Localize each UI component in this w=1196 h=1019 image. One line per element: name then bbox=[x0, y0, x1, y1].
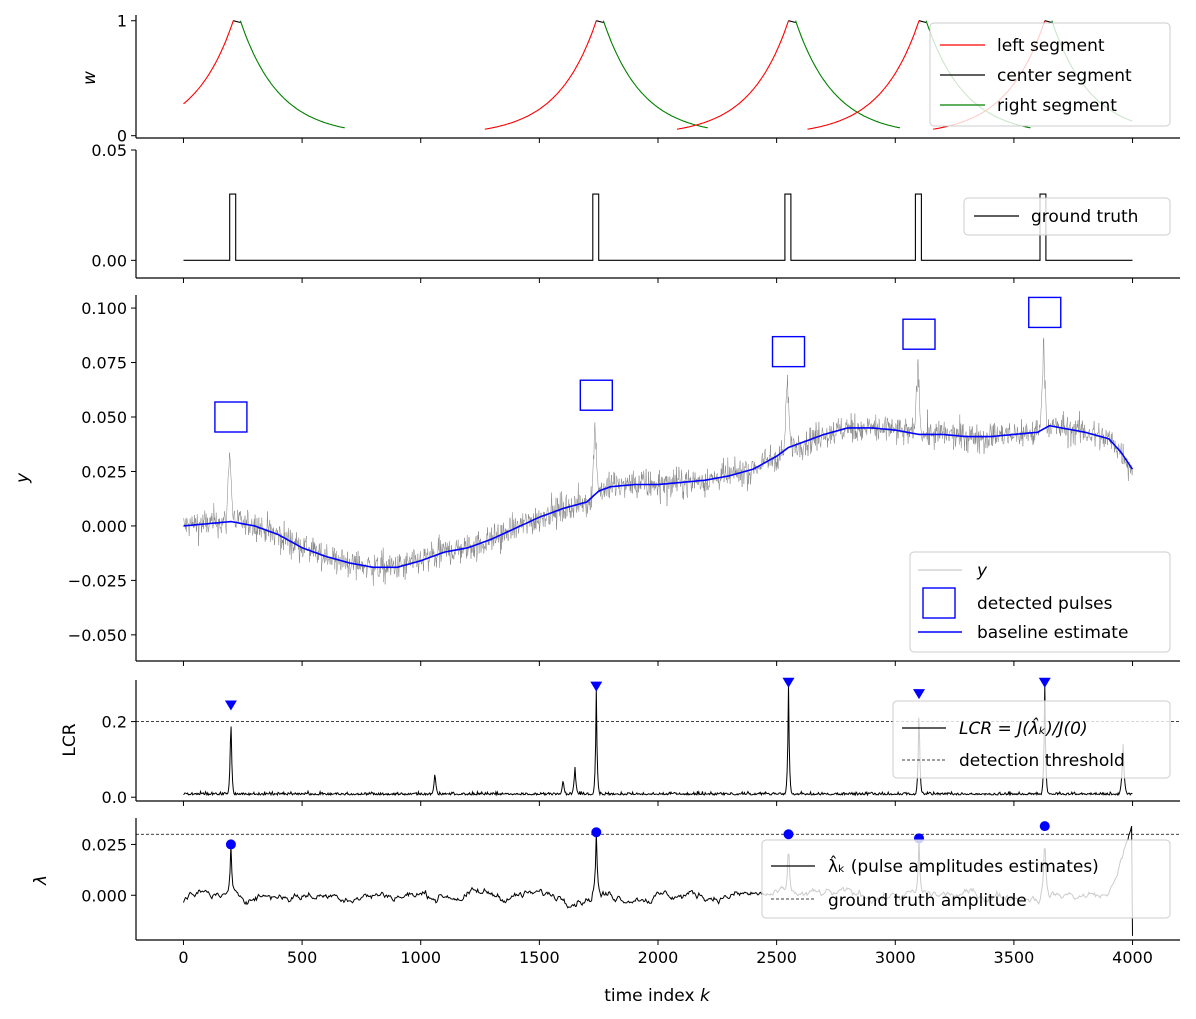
legend-lcr: LCR = J(λ̂ₖ)/J(0) detection threshold bbox=[892, 700, 1171, 779]
y-tick-label: 0.025 bbox=[81, 835, 127, 854]
legend-entry: ground truth bbox=[1031, 207, 1138, 227]
y-tick-label: 0 bbox=[117, 127, 127, 146]
legend-box bbox=[909, 551, 1171, 653]
legend-entry: LCR = J(λ̂ₖ)/J(0) bbox=[959, 716, 1088, 739]
y-tick-label: 0.000 bbox=[81, 886, 127, 905]
detected-pulse-marker bbox=[1028, 296, 1062, 329]
y-tick-label: 0.05 bbox=[91, 141, 127, 160]
lambda-peak-marker bbox=[783, 829, 794, 840]
detection-marker bbox=[1038, 677, 1051, 688]
legend-lambda: λ̂ₖ (pulse amplitudes estimates) ground t… bbox=[761, 839, 1171, 919]
signal-y-line bbox=[183, 337, 1133, 586]
legend-box bbox=[929, 22, 1171, 127]
center-segment-line bbox=[918, 20, 927, 24]
baseline-estimate-line bbox=[183, 424, 1134, 569]
center-segment-line bbox=[1044, 20, 1053, 24]
lambda-peak-marker bbox=[591, 827, 602, 838]
ylabel-y: y bbox=[13, 472, 33, 484]
y-tick-label: 0.0 bbox=[102, 788, 127, 807]
ylabel-lcr: LCR bbox=[60, 723, 80, 756]
legend-entry: y bbox=[976, 561, 988, 581]
detection-marker bbox=[782, 677, 795, 688]
left-segment-line bbox=[676, 20, 790, 130]
detection-marker bbox=[590, 681, 603, 692]
x-tick-label: 500 bbox=[287, 948, 318, 967]
right-segment-line bbox=[795, 20, 901, 129]
detected-pulse-marker bbox=[771, 335, 806, 368]
detected-pulse-marker bbox=[902, 318, 936, 350]
legend-entry: detection threshold bbox=[959, 751, 1125, 771]
panel-signal-y: 0.100 0.075 0.050 0.025 0.000 −0.025 −0.050 y … bbox=[13, 295, 1180, 666]
y-tick-label: −0.050 bbox=[68, 626, 127, 645]
legend-signal: y detected pulses baseline estimate bbox=[909, 551, 1171, 653]
left-segment-line bbox=[183, 20, 234, 105]
ylabel-lambda: λ bbox=[31, 875, 51, 886]
panel-window-segments: 0 1 w left segment center segment right seg… bbox=[80, 12, 1180, 146]
detection-marker bbox=[224, 700, 237, 711]
y-tick-label: 0.00 bbox=[91, 251, 127, 270]
x-tick-label: 2000 bbox=[638, 948, 679, 967]
y-tick-label: 0.050 bbox=[81, 408, 127, 427]
center-segment-line bbox=[233, 20, 241, 24]
y-tick-label: 0.100 bbox=[81, 299, 127, 318]
legend-segments: left segment center segment right segment bbox=[929, 22, 1171, 127]
y-tick-label: 0.075 bbox=[81, 354, 127, 373]
legend-entry: ground truth amplitude bbox=[828, 891, 1027, 911]
legend-swatch bbox=[922, 587, 956, 619]
y-tick-label: 0.2 bbox=[102, 713, 127, 732]
x-tick-label: 2500 bbox=[756, 948, 797, 967]
legend-entry: baseline estimate bbox=[977, 623, 1128, 643]
ylabel-w: w bbox=[80, 71, 100, 85]
right-segment-line bbox=[602, 20, 708, 129]
legend-entry: detected pulses bbox=[977, 594, 1113, 614]
center-segment-line bbox=[596, 20, 604, 24]
legend-ground-truth: ground truth bbox=[963, 197, 1171, 236]
x-tick-label: 1000 bbox=[400, 948, 441, 967]
detected-pulse-marker bbox=[579, 379, 614, 411]
panel-ground-truth: 0.05 0.00 ground truth bbox=[91, 141, 1180, 283]
legend-entry: center segment bbox=[997, 66, 1132, 86]
legend-entry: left segment bbox=[997, 36, 1105, 56]
legend-box bbox=[963, 197, 1171, 236]
xlabel-time-index: time index k bbox=[604, 986, 711, 1006]
y-tick-label: 1 bbox=[117, 12, 127, 31]
left-segment-line bbox=[484, 20, 597, 130]
x-tick-label: 0 bbox=[178, 948, 188, 967]
y-tick-label: −0.025 bbox=[68, 571, 127, 590]
lambda-peak-marker bbox=[1039, 821, 1050, 832]
lambda-peak-marker bbox=[225, 839, 236, 850]
x-tick-label: 3000 bbox=[875, 948, 916, 967]
left-segment-line bbox=[807, 20, 920, 130]
y-tick-label: 0.025 bbox=[81, 462, 127, 481]
legend-box bbox=[892, 700, 1171, 779]
center-segment-line bbox=[788, 20, 796, 24]
lcr-line bbox=[183, 683, 1133, 797]
x-tick-label: 3500 bbox=[994, 948, 1035, 967]
detection-marker bbox=[913, 689, 925, 700]
legend-entry: right segment bbox=[997, 96, 1117, 116]
panel-lcr: 0.2 0.0 LCR LCR = J(λ̂ₖ)/J(0) detection th… bbox=[60, 677, 1180, 807]
right-segment-line bbox=[239, 20, 345, 129]
y-tick-label: 0.000 bbox=[81, 517, 127, 536]
legend-box bbox=[761, 839, 1171, 919]
legend-entry: λ̂ₖ (pulse amplitudes estimates) bbox=[828, 854, 1099, 877]
panel-lambda: 0.025 0.000 0 500 1000 1500 2000 2500 3000 3500 40… bbox=[31, 818, 1180, 1006]
x-tick-label: 1500 bbox=[519, 948, 560, 967]
x-tick-label: 4000 bbox=[1112, 948, 1153, 967]
detected-pulse-marker bbox=[214, 401, 248, 433]
